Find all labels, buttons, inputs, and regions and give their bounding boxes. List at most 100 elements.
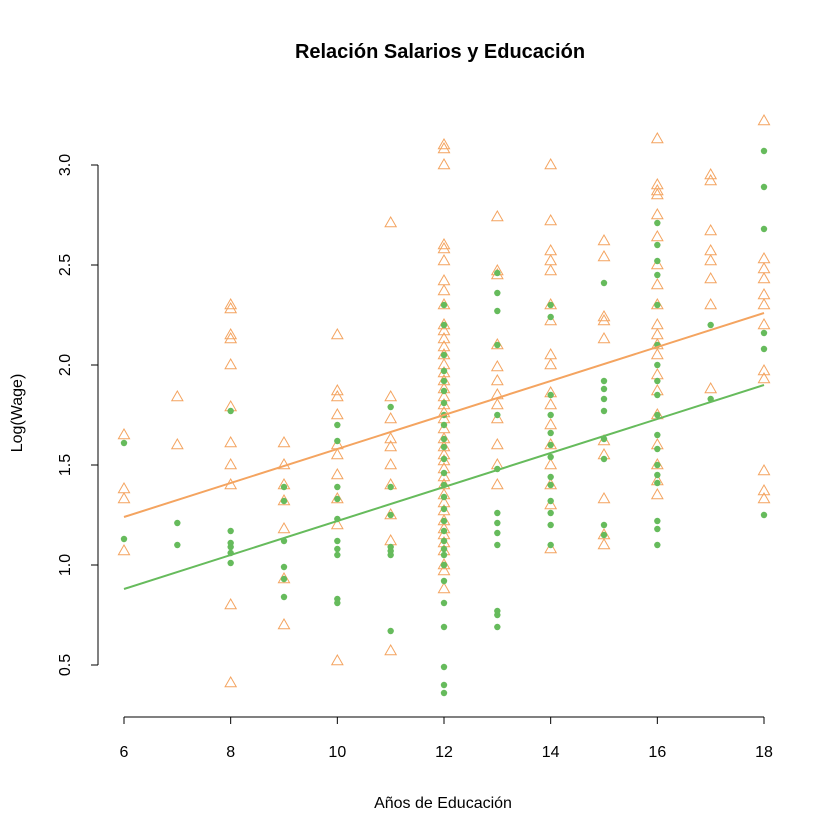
circle-point: [654, 431, 661, 439]
circle-point: [280, 563, 288, 571]
points-layer: [117, 113, 771, 697]
circle-point: [547, 509, 554, 517]
triangle-point: [704, 271, 718, 284]
circle-point: [600, 279, 608, 287]
y-axis: 0.5 1.0 1.5 2.0 2.5 3.0: [57, 154, 99, 676]
triangle-point: [597, 537, 611, 550]
triangle-point: [437, 253, 451, 266]
triangle-point: [437, 469, 451, 482]
circle-point: [227, 543, 234, 551]
triangle-point: [650, 183, 664, 196]
circle-point: [334, 421, 341, 429]
circle-point: [334, 437, 341, 445]
triangle-point: [330, 447, 344, 460]
triangle-point: [490, 397, 504, 410]
circle-point: [760, 183, 768, 191]
triangle-point: [544, 243, 558, 256]
triangle-point: [757, 317, 771, 330]
triangle-point: [544, 263, 558, 276]
triangle-point: [330, 517, 344, 530]
circle-point: [494, 307, 501, 315]
circle-point: [547, 521, 554, 529]
triangle-point: [330, 327, 344, 340]
circle-point: [494, 541, 501, 549]
triangle-point: [597, 331, 611, 344]
circle-point: [387, 511, 394, 519]
triangle-point: [544, 497, 558, 510]
triangle-point: [437, 141, 451, 154]
circle-point: [600, 531, 608, 539]
circle-point: [600, 521, 608, 529]
triangle-point: [384, 439, 398, 452]
y-tick-label: 1.5: [57, 454, 74, 476]
triangle-point: [757, 491, 771, 504]
circle-point: [547, 453, 554, 461]
circle-point: [440, 599, 448, 607]
circle-point: [440, 469, 448, 477]
triangle-point: [437, 581, 451, 594]
triangle-point: [330, 383, 344, 396]
triangle-point: [757, 371, 771, 384]
circle-point: [174, 541, 181, 549]
circle-point: [440, 301, 448, 309]
triangle-point: [704, 297, 718, 310]
triangle-point: [437, 241, 451, 254]
circle-point: [654, 517, 661, 525]
circle-point: [440, 505, 448, 513]
circle-point: [334, 495, 341, 503]
triangle-point: [224, 675, 238, 688]
circle-point: [707, 321, 714, 329]
y-tick-label: 0.5: [57, 654, 74, 676]
circle-point: [440, 367, 448, 375]
circle-point: [547, 441, 554, 449]
triangle-point: [757, 363, 771, 376]
triangle-point: [597, 309, 611, 322]
circle-point: [600, 377, 608, 385]
triangle-point: [384, 431, 398, 444]
triangle-point: [490, 209, 504, 222]
circle-point: [760, 147, 768, 155]
circle-point: [547, 541, 554, 549]
triangle-point: [650, 367, 664, 380]
triangle-point: [277, 435, 291, 448]
triangle-point: [757, 113, 771, 126]
circle-point: [547, 429, 554, 437]
triangle-point: [597, 233, 611, 246]
circle-point: [494, 411, 501, 419]
triangle-point: [224, 457, 238, 470]
triangle-point: [384, 411, 398, 424]
circle-point: [440, 545, 448, 553]
triangle-point: [277, 521, 291, 534]
triangle-point: [650, 347, 664, 360]
triangle-point: [544, 347, 558, 360]
triangle-point: [117, 427, 131, 440]
triangle-point: [224, 327, 238, 340]
triangle-point: [277, 617, 291, 630]
triangle-point: [117, 491, 131, 504]
triangle-point: [384, 457, 398, 470]
circle-point: [654, 445, 661, 453]
circle-point: [600, 385, 608, 393]
circle-point: [654, 241, 661, 249]
circle-point: [600, 455, 608, 463]
triangle-point: [597, 491, 611, 504]
triangle-point: [650, 277, 664, 290]
circle-point: [654, 219, 661, 227]
triangle-point: [437, 283, 451, 296]
circle-point: [547, 481, 554, 489]
triangle-point: [490, 477, 504, 490]
triangle-point: [544, 397, 558, 410]
triangle-point: [224, 331, 238, 344]
triangle-point: [437, 331, 451, 344]
circle-point: [334, 537, 341, 545]
triangle-point: [650, 229, 664, 242]
triangle-point: [437, 273, 451, 286]
circle-point: [600, 407, 608, 415]
y-tick-label: 3.0: [57, 154, 74, 176]
triangle-point: [544, 457, 558, 470]
triangle-point: [224, 597, 238, 610]
circle-point: [227, 559, 234, 567]
y-tick-label: 1.0: [57, 554, 74, 576]
circle-point: [334, 483, 341, 491]
circle-point: [654, 471, 661, 479]
